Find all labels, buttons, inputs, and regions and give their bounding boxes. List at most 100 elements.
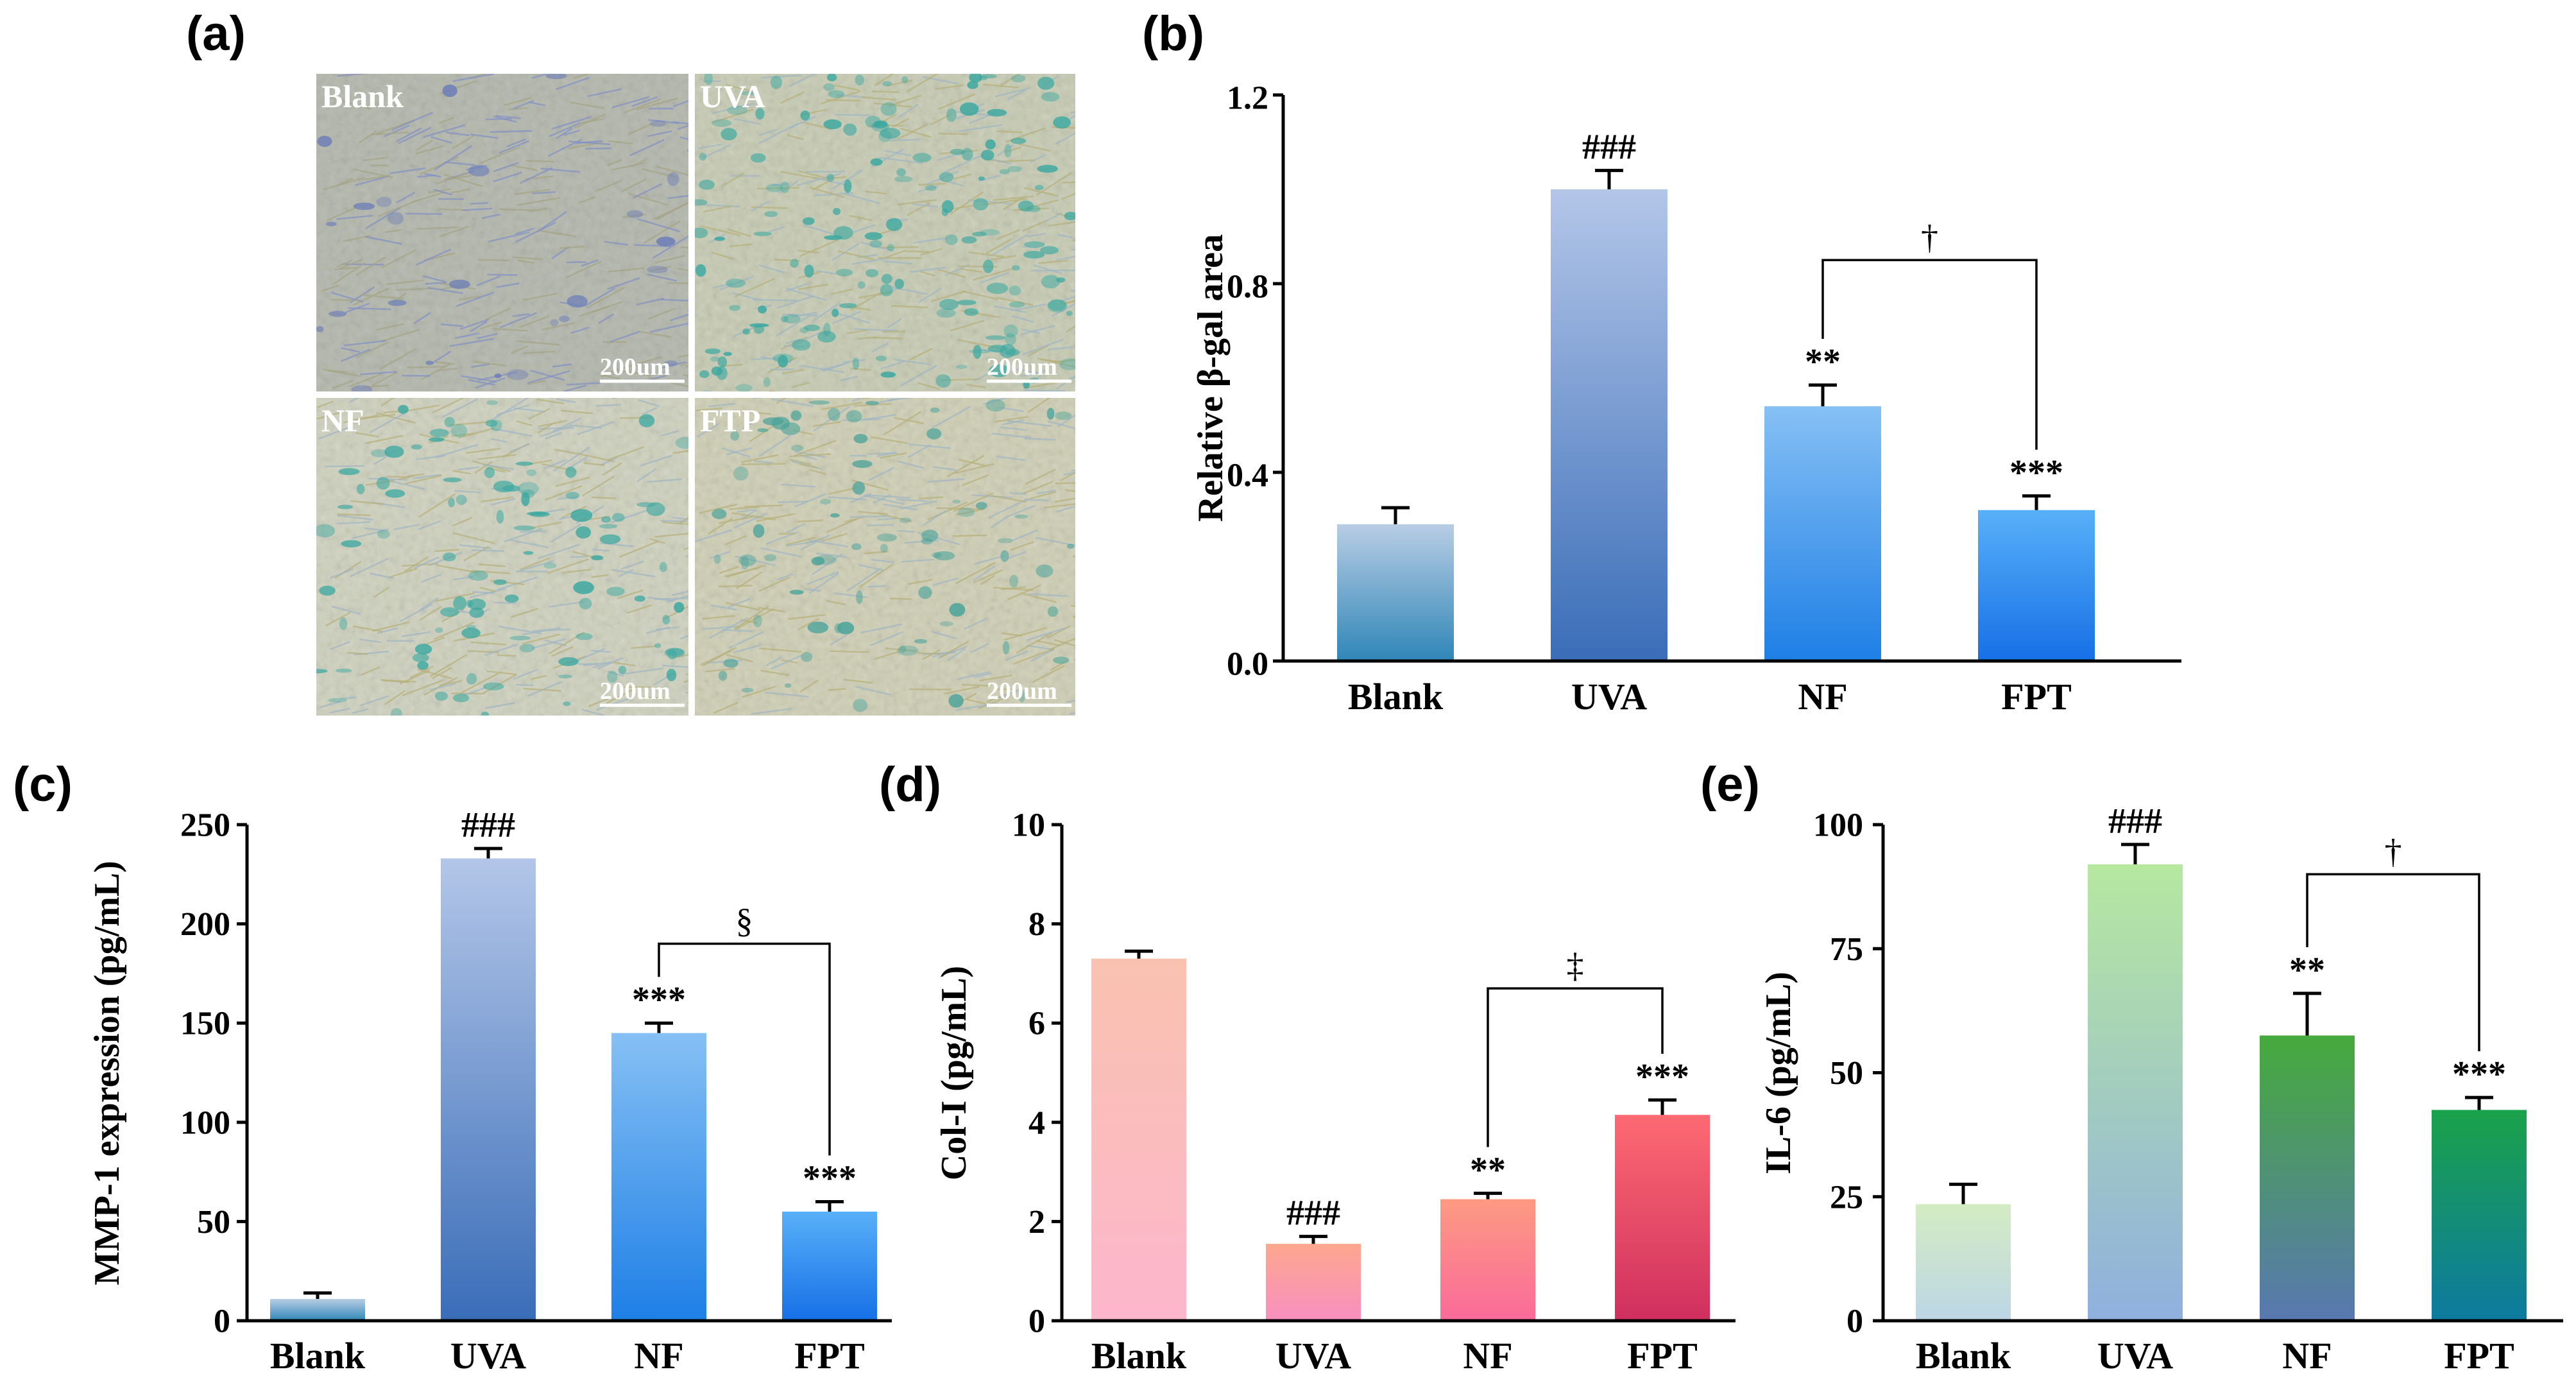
category-label: Blank xyxy=(1916,1335,2011,1377)
micrograph-uva: UVA 200um xyxy=(695,74,1075,391)
scale-bar-label: 200um xyxy=(600,354,670,381)
panel-label-b: (b) xyxy=(1142,6,1204,61)
panel-label-e: (e) xyxy=(1700,757,1760,812)
chart-il6: Blank ### UVA ** NF *** FPT † 0 25 50 75 100 IL-6 (pg… xyxy=(1759,802,2563,1377)
significance-label: *** xyxy=(1635,1057,1689,1097)
bar-group-uva: ### xyxy=(1551,128,1668,661)
y-tick-label: 0.0 xyxy=(1227,646,1268,683)
y-axis-label: Relative β-gal area xyxy=(1191,234,1231,522)
bar-group-fpt: *** xyxy=(1615,1057,1710,1321)
significance-label: ### xyxy=(1286,1194,1340,1233)
comparison-bracket: ‡ xyxy=(1487,946,1664,1147)
category-label: FPT xyxy=(1627,1335,1698,1377)
bar xyxy=(441,858,536,1321)
category-label: NF xyxy=(634,1335,683,1377)
y-tick-label: 8 xyxy=(1028,906,1045,943)
significance-label: ** xyxy=(1805,342,1841,382)
bracket-symbol: † xyxy=(1921,218,1938,256)
chart-col1: Blank ### UVA ** NF *** FPT ‡ 0 2 4 6 8 10 Col-I (pg/m… xyxy=(934,807,1736,1377)
micrograph-ftp: FTP 200um xyxy=(695,398,1075,716)
bar-group-nf: ** xyxy=(2260,950,2355,1321)
bar xyxy=(611,1033,706,1321)
y-tick-label: 10 xyxy=(1012,807,1045,844)
significance-label: ### xyxy=(461,805,515,845)
significance-label: *** xyxy=(632,980,686,1020)
y-tick-label: 0 xyxy=(214,1303,230,1340)
category-label: Blank xyxy=(270,1335,366,1377)
y-tick-label: 2 xyxy=(1028,1204,1045,1241)
bar-group-uva: ### xyxy=(441,805,536,1321)
bar xyxy=(1916,1204,2011,1321)
bar-group-blank xyxy=(1091,949,1186,1321)
bar-group-nf: ** xyxy=(1440,1150,1535,1321)
bar-group-fpt: *** xyxy=(782,1158,877,1321)
bar-group-nf: ** xyxy=(1764,342,1881,661)
micrograph-blank: Blank 200um xyxy=(316,74,688,391)
y-tick-label: 4 xyxy=(1028,1104,1045,1141)
bar xyxy=(2432,1110,2527,1321)
y-tick-label: 75 xyxy=(1830,931,1863,968)
micrograph-label: FTP xyxy=(700,402,760,438)
bar-group-blank xyxy=(270,1291,365,1321)
panel-label-a: (a) xyxy=(186,6,246,61)
category-label: UVA xyxy=(1275,1335,1351,1377)
category-label: Blank xyxy=(1091,1335,1187,1377)
bar xyxy=(782,1211,877,1321)
micrograph-label: Blank xyxy=(321,78,404,114)
y-axis-label: IL-6 (pg/mL) xyxy=(1759,972,1798,1174)
bar-group-uva: ### xyxy=(2088,802,2183,1321)
y-tick-label: 0.8 xyxy=(1227,269,1268,305)
significance-label: *** xyxy=(803,1158,857,1198)
bar xyxy=(1764,406,1881,661)
micrograph-label: NF xyxy=(321,402,364,438)
category-label: NF xyxy=(2282,1335,2332,1377)
micrograph-texture xyxy=(695,398,1075,716)
category-label: FPT xyxy=(2001,676,2072,717)
comparison-bracket: † xyxy=(1821,218,2038,450)
bar-group-blank xyxy=(1916,1182,2011,1321)
category-label: FPT xyxy=(794,1335,865,1377)
bar-group-uva: ### xyxy=(1266,1194,1361,1321)
chart-mmp1-expression: Blank ### UVA *** NF *** FPT § 0 50 100 150 200 250 MM… xyxy=(87,805,892,1377)
significance-label: ** xyxy=(2289,950,2325,990)
y-tick-label: 1.2 xyxy=(1227,80,1268,117)
category-label: UVA xyxy=(450,1335,526,1377)
bar xyxy=(270,1298,365,1321)
y-tick-label: 25 xyxy=(1830,1179,1863,1215)
y-tick-label: 0.4 xyxy=(1227,458,1268,494)
y-tick-label: 200 xyxy=(180,906,230,943)
y-tick-label: 150 xyxy=(180,1006,230,1042)
bar-group-fpt: *** xyxy=(2432,1054,2527,1321)
y-tick-label: 50 xyxy=(1830,1055,1863,1092)
y-tick-label: 100 xyxy=(1813,807,1863,844)
micrograph-grid: Blank 200um UVA 200um NF 200um FTP 200um xyxy=(316,74,1075,716)
category-label: NF xyxy=(1798,676,1847,717)
bracket-symbol: § xyxy=(736,902,753,940)
significance-label: ### xyxy=(2108,802,2162,841)
category-label: UVA xyxy=(2097,1335,2173,1377)
bar-group-nf: *** xyxy=(611,980,706,1321)
bar xyxy=(1091,958,1186,1321)
panel-label-d: (d) xyxy=(879,757,941,812)
significance-label: ### xyxy=(1582,128,1636,168)
significance-label: *** xyxy=(2009,453,2063,493)
y-tick-label: 250 xyxy=(180,807,230,844)
chart-relative-beta-gal: Blank ### UVA ** NF *** FPT † 0.0 0.4 0.8 1.2 Relati… xyxy=(1191,80,2181,717)
micrograph-texture xyxy=(695,74,1075,391)
micrograph-nf: NF 200um xyxy=(316,398,688,716)
scale-bar-label: 200um xyxy=(600,678,670,705)
scale-bar-label: 200um xyxy=(987,678,1057,705)
y-axis-label: MMP-1 expression (pg/mL) xyxy=(87,861,127,1285)
panel-label-c: (c) xyxy=(13,757,73,812)
micrograph-texture xyxy=(316,398,688,716)
bar xyxy=(1266,1244,1361,1321)
micrograph-label: UVA xyxy=(700,78,765,114)
bar-group-fpt: *** xyxy=(1978,453,2095,661)
bar xyxy=(1337,524,1454,661)
comparison-bracket: § xyxy=(658,902,831,1156)
bar xyxy=(1440,1199,1535,1321)
y-axis-label: Col-I (pg/mL) xyxy=(934,966,974,1180)
bracket-symbol: ‡ xyxy=(1567,946,1584,984)
scale-bar-label: 200um xyxy=(987,354,1057,381)
